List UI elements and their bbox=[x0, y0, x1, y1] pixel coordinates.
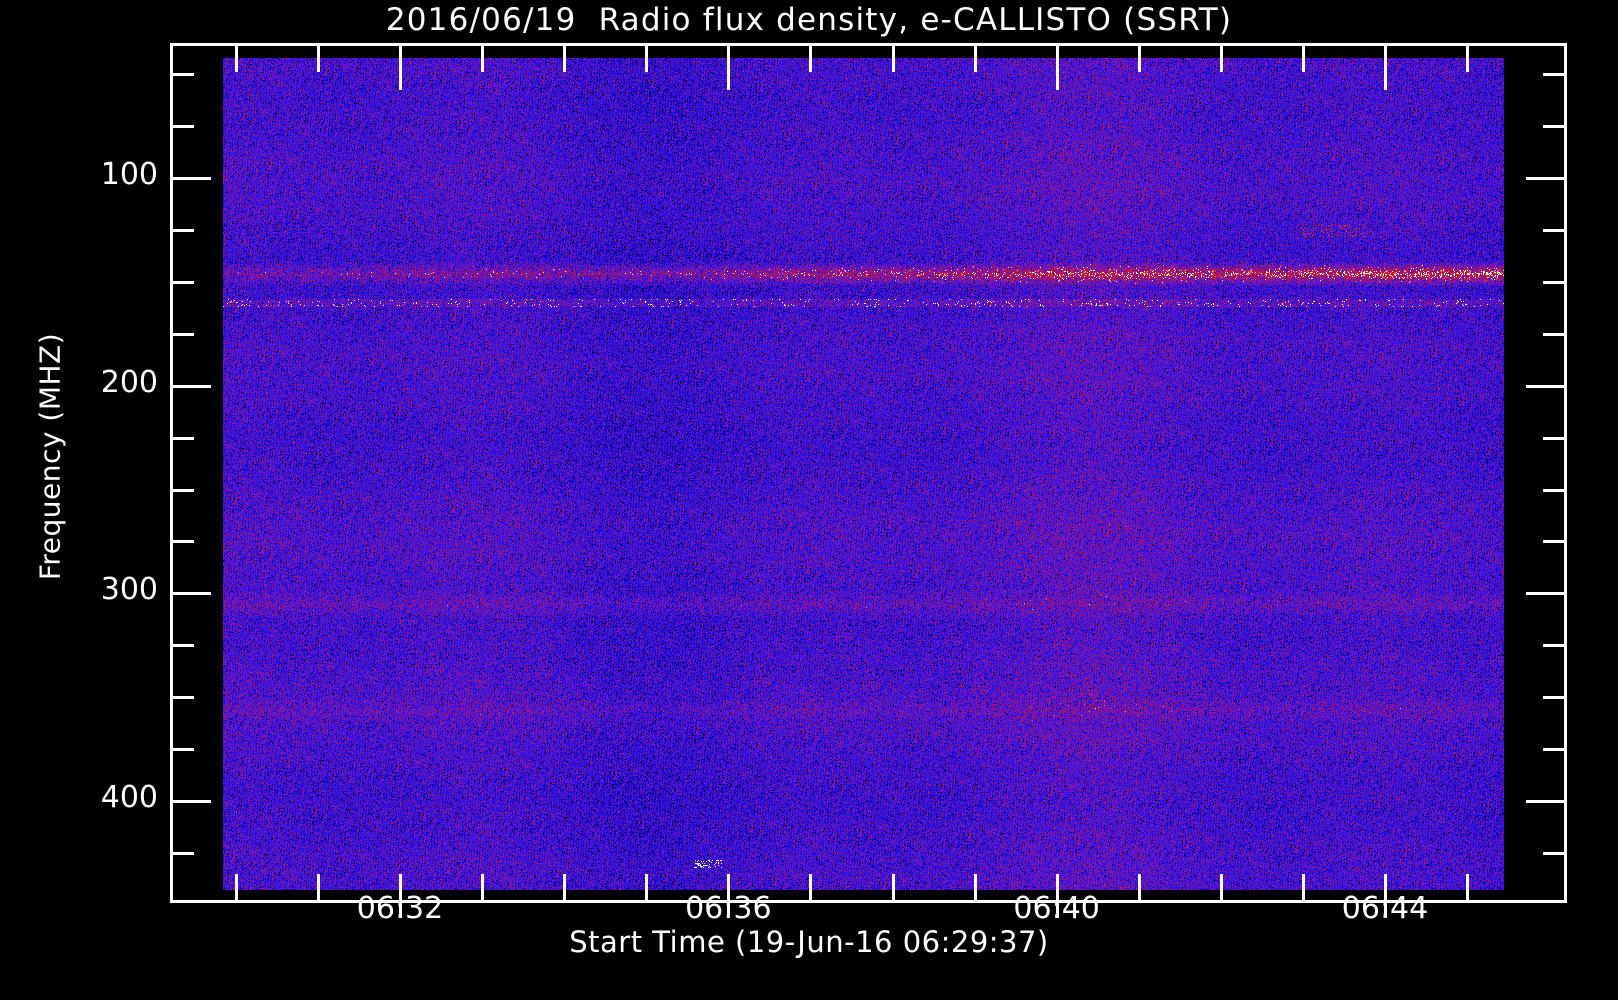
y-axis-minor-tick-right bbox=[1543, 332, 1564, 336]
x-axis-minor-tick bbox=[481, 874, 485, 900]
x-axis-minor-tick bbox=[973, 874, 977, 900]
x-axis-tick-label: 06:44 bbox=[1341, 891, 1429, 926]
x-axis-minor-tick bbox=[645, 874, 649, 900]
y-axis-minor-tick-right bbox=[1543, 696, 1564, 700]
y-axis-minor-tick bbox=[173, 488, 194, 492]
y-axis-minor-tick bbox=[173, 332, 194, 336]
y-axis-major-tick bbox=[173, 800, 211, 803]
y-axis-tick-label: 100 bbox=[100, 157, 158, 192]
x-axis-tick-label: 06:36 bbox=[685, 891, 772, 926]
y-axis-minor-tick-right bbox=[1543, 436, 1564, 440]
y-axis-tick-label: 400 bbox=[100, 780, 158, 815]
y-axis-minor-tick-right bbox=[1543, 228, 1564, 232]
y-axis-minor-tick bbox=[173, 436, 194, 440]
x-axis-major-tick bbox=[1384, 874, 1387, 918]
y-axis-tick-label: 200 bbox=[100, 364, 158, 400]
x-axis-minor-tick-top bbox=[563, 46, 567, 72]
x-axis-minor-tick bbox=[1301, 874, 1305, 900]
y-axis-minor-tick bbox=[173, 540, 194, 544]
y-axis-minor-tick bbox=[173, 851, 194, 855]
y-axis-minor-tick-right bbox=[1543, 748, 1564, 752]
y-axis-major-tick-right bbox=[1526, 384, 1564, 388]
x-axis-major-tick bbox=[1055, 874, 1059, 918]
x-axis-major-tick-top bbox=[727, 46, 731, 90]
y-axis-major-tick-right bbox=[1526, 800, 1564, 803]
x-axis-major-tick-top bbox=[1055, 46, 1059, 90]
y-axis-minor-tick bbox=[173, 228, 194, 232]
x-axis-minor-tick-top bbox=[645, 46, 649, 72]
x-axis-minor-tick-top bbox=[234, 46, 238, 72]
x-axis-minor-tick-top bbox=[1466, 46, 1470, 72]
x-axis-minor-tick-top bbox=[316, 46, 320, 72]
x-axis-minor-tick-top bbox=[809, 46, 813, 72]
y-axis-major-tick bbox=[173, 384, 211, 388]
y-axis-minor-tick bbox=[173, 644, 194, 648]
spectrogram-image bbox=[223, 58, 1504, 890]
x-axis-minor-tick bbox=[1219, 874, 1223, 900]
y-axis-minor-tick-right bbox=[1543, 540, 1564, 544]
x-axis-minor-tick-top bbox=[1137, 46, 1141, 72]
y-axis-minor-tick-right bbox=[1543, 644, 1564, 648]
x-axis-major-tick-top bbox=[1384, 46, 1387, 90]
y-axis-minor-tick bbox=[173, 73, 194, 77]
x-axis-minor-tick bbox=[1466, 874, 1470, 900]
x-axis-major-tick bbox=[727, 874, 731, 918]
x-axis-minor-tick bbox=[563, 874, 567, 900]
page-title: 2016/06/19 Radio flux density, e-CALLIST… bbox=[385, 2, 1233, 38]
x-axis-minor-tick bbox=[316, 874, 320, 900]
x-axis-minor-tick bbox=[234, 874, 238, 900]
y-axis-minor-tick-right bbox=[1543, 73, 1564, 77]
x-axis-minor-tick-top bbox=[891, 46, 895, 72]
y-axis-major-tick-right bbox=[1526, 177, 1564, 180]
x-axis-minor-tick-top bbox=[1219, 46, 1223, 72]
x-axis-major-tick-top bbox=[399, 46, 402, 90]
x-axis-minor-tick bbox=[809, 874, 813, 900]
x-axis-minor-tick-top bbox=[973, 46, 977, 72]
x-axis-major-tick bbox=[399, 874, 402, 918]
x-axis-minor-tick-top bbox=[481, 46, 485, 72]
y-axis-major-tick bbox=[173, 177, 211, 180]
x-axis-minor-tick bbox=[891, 874, 895, 900]
x-axis-tick-label: 06:40 bbox=[1013, 891, 1100, 926]
y-axis-tick-label: 300 bbox=[100, 572, 158, 608]
y-axis-minor-tick-right bbox=[1543, 488, 1564, 492]
x-axis-minor-tick bbox=[1137, 874, 1141, 900]
y-axis-minor-tick bbox=[173, 280, 194, 284]
y-axis-minor-tick-right bbox=[1543, 280, 1564, 284]
y-axis-major-tick-right bbox=[1526, 592, 1564, 596]
y-axis-minor-tick-right bbox=[1543, 125, 1564, 129]
x-axis-tick-label: 06:32 bbox=[356, 891, 444, 926]
y-axis-minor-tick bbox=[173, 748, 194, 752]
x-axis-minor-tick-top bbox=[1301, 46, 1305, 72]
y-axis-minor-tick bbox=[173, 696, 194, 700]
y-axis-minor-tick bbox=[173, 125, 194, 129]
y-axis-major-tick bbox=[173, 592, 211, 596]
x-axis-title: Start Time (19-Jun-16 06:29:37) bbox=[569, 925, 1049, 959]
y-axis-title: Frequency (MHZ) bbox=[33, 332, 67, 581]
y-axis-minor-tick-right bbox=[1543, 851, 1564, 855]
